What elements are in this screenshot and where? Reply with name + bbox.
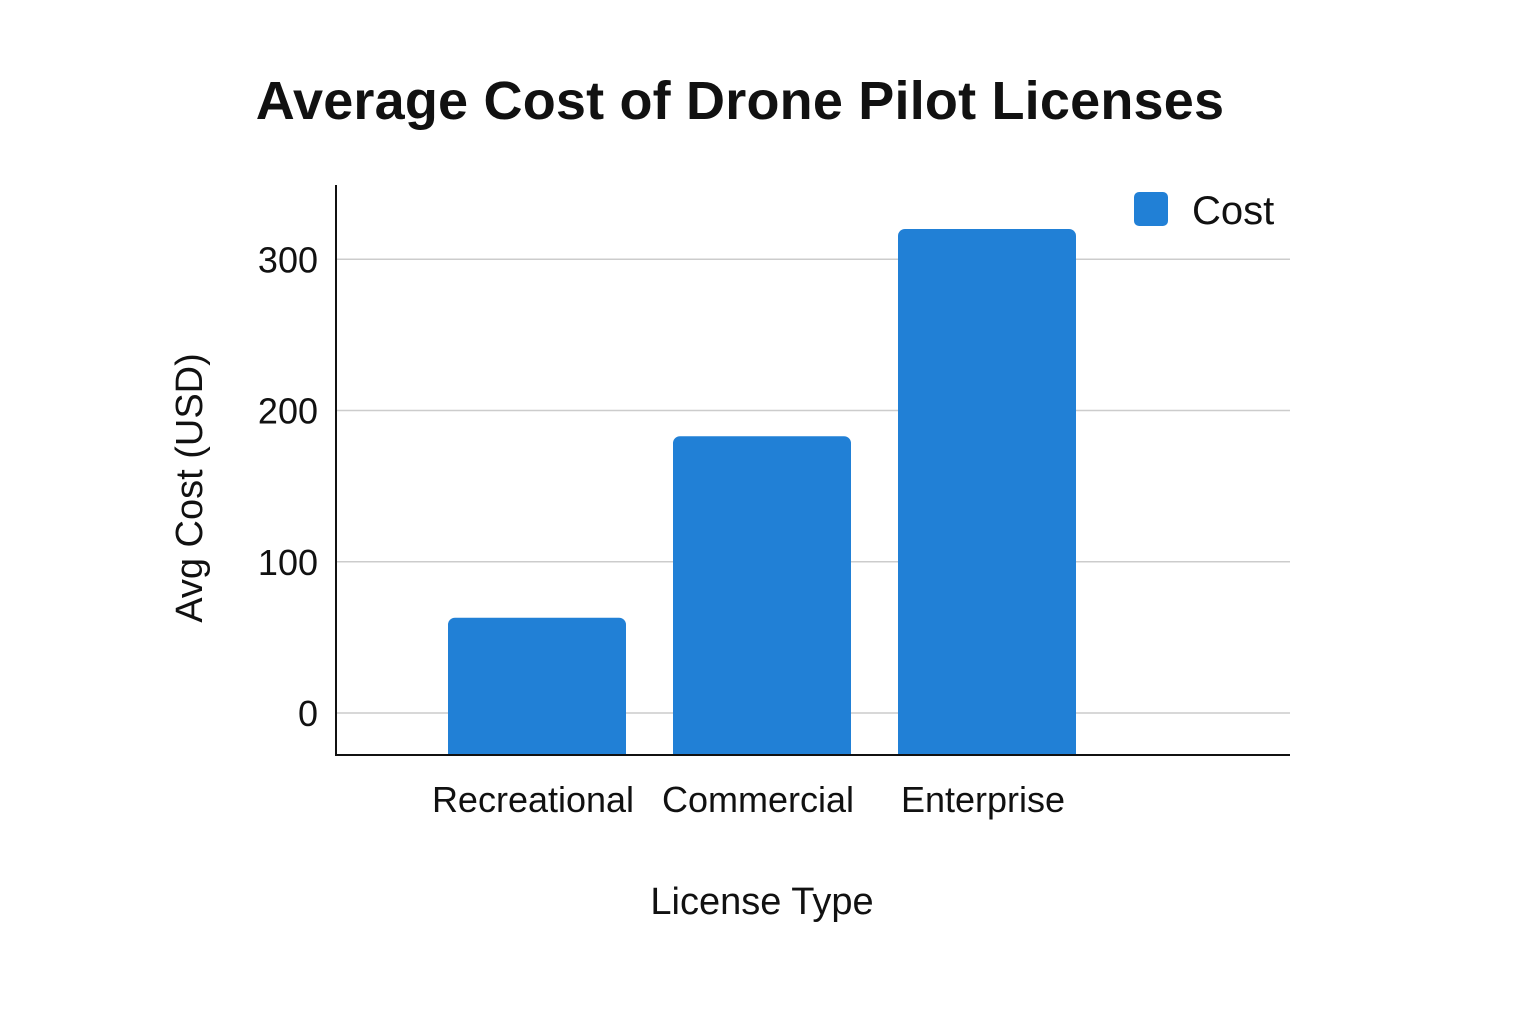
y-axis-title: Avg Cost (USD) bbox=[169, 353, 211, 623]
bar-commercial bbox=[673, 436, 851, 755]
y-tick-label: 0 bbox=[298, 693, 318, 734]
y-tick-label: 300 bbox=[258, 239, 318, 280]
bar-enterprise bbox=[898, 229, 1076, 755]
x-tick-labels: Recreational Commercial Enterprise bbox=[432, 779, 1065, 820]
bars bbox=[448, 229, 1076, 755]
bar-recreational bbox=[448, 617, 626, 755]
bar-base bbox=[448, 745, 626, 755]
y-tick-labels: 0 100 200 300 bbox=[258, 239, 318, 734]
x-tick-label: Enterprise bbox=[901, 779, 1065, 820]
bar-base bbox=[673, 745, 851, 755]
axes bbox=[335, 185, 1290, 756]
x-axis-title: License Type bbox=[650, 881, 873, 923]
y-tick-label: 100 bbox=[258, 542, 318, 583]
chart-title: Average Cost of Drone Pilot Licenses bbox=[255, 71, 1225, 131]
x-tick-label: Recreational bbox=[432, 779, 634, 820]
x-tick-label: Commercial bbox=[662, 779, 854, 820]
legend-label: Cost bbox=[1192, 189, 1274, 233]
legend: Cost bbox=[1134, 189, 1274, 233]
bar-base bbox=[898, 745, 1076, 755]
y-tick-label: 200 bbox=[258, 391, 318, 432]
legend-swatch bbox=[1134, 192, 1168, 226]
